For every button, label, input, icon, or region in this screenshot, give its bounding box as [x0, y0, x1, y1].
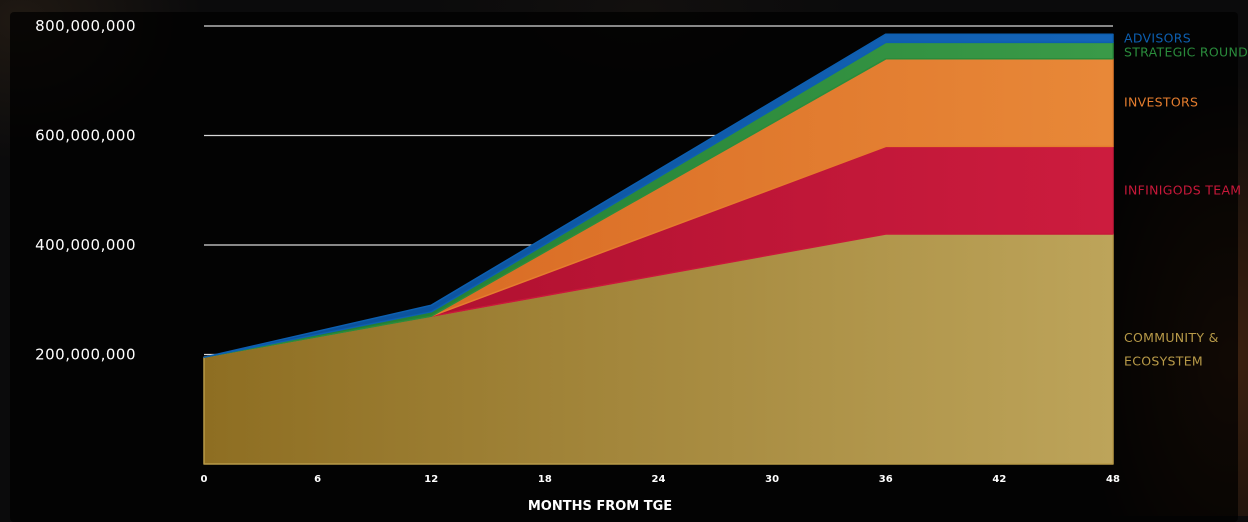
x-axis-ticks: 0 6 12 18 24 30 36 42 48 [201, 474, 1120, 485]
x-tick-label: 0 [201, 474, 208, 485]
area-advisors [203, 33, 1114, 358]
x-tick-label: 36 [879, 474, 893, 485]
legend-investors: INVESTORS [1124, 95, 1198, 110]
legend: COMMUNITY & ECOSYSTEM INFINIGODS TEAM INVES… [1124, 30, 1248, 368]
x-tick-label: 48 [1106, 474, 1120, 485]
y-tick-label: 600,000,000 [35, 127, 136, 145]
legend-infinigods-team: INFINIGODS TEAM [1124, 182, 1241, 197]
legend-community-and-ecosystem: COMMUNITY & ECOSYSTEM [1124, 330, 1219, 369]
y-axis-ticks: 200,000,000 400,000,000 600,000,000 800,000… [35, 17, 136, 364]
x-tick-label: 30 [765, 474, 779, 485]
x-tick-label: 12 [424, 474, 438, 485]
x-axis-label: MONTHS FROM TGE [528, 499, 672, 514]
x-tick-label: 42 [992, 474, 1006, 485]
y-tick-label: 800,000,000 [35, 17, 136, 35]
y-tick-label: 400,000,000 [35, 236, 136, 254]
x-tick-label: 6 [314, 474, 321, 485]
y-tick-label: 200,000,000 [35, 346, 136, 364]
x-tick-label: 18 [538, 474, 552, 485]
series-areas [203, 33, 1114, 465]
legend-strategic-round: STRATEGIC ROUND [1124, 44, 1248, 59]
legend-advisors: ADVISORS [1124, 30, 1191, 45]
x-tick-label: 24 [652, 474, 666, 485]
